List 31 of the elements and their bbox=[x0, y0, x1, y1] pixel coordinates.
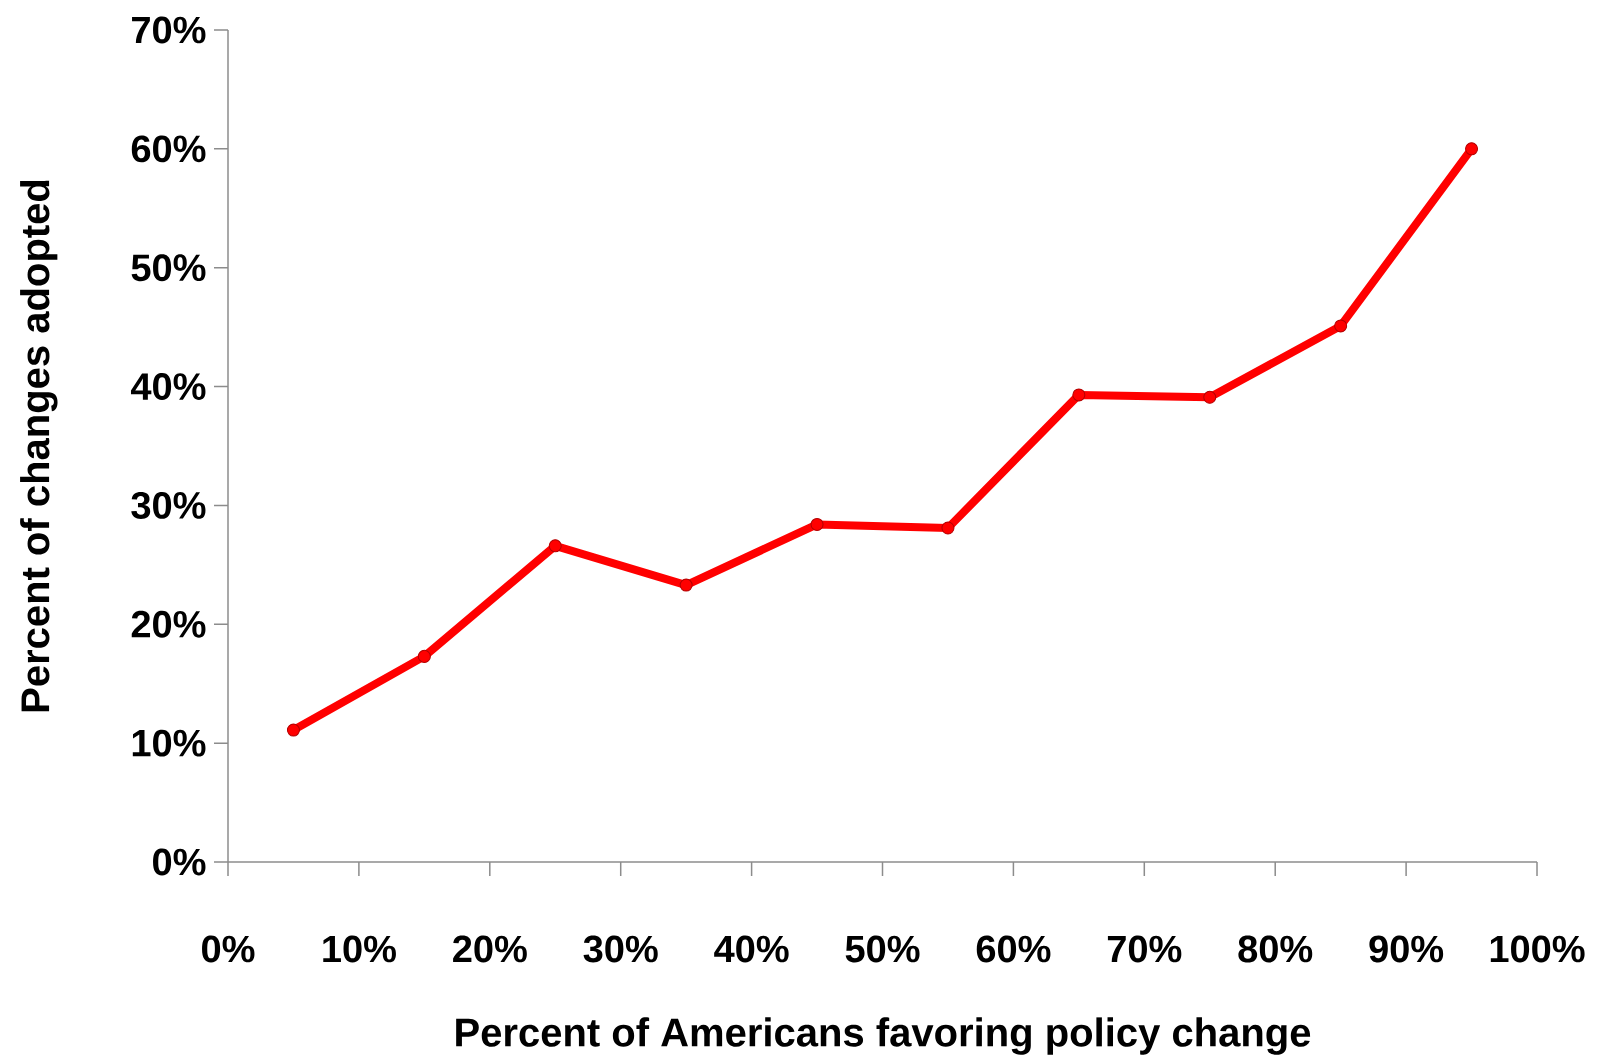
point bbox=[548, 539, 562, 553]
y-tick-label: 40% bbox=[130, 373, 206, 401]
y-tick-label: 60% bbox=[131, 135, 206, 163]
point bbox=[1072, 388, 1086, 402]
x-tick-label: 30% bbox=[583, 935, 658, 963]
point bbox=[286, 723, 300, 737]
y-tick-label: 30% bbox=[131, 491, 206, 519]
x-tick-label: 60% bbox=[976, 935, 1051, 963]
point bbox=[1465, 142, 1479, 156]
y-tick-label: 20% bbox=[131, 610, 206, 638]
y-axis-title: Percent of changes adopted bbox=[20, 180, 58, 712]
x-tick-label: 100% bbox=[1490, 935, 1585, 963]
point bbox=[941, 521, 955, 535]
x-tick-label: 90% bbox=[1369, 935, 1444, 963]
x-tick-label: 10% bbox=[323, 935, 396, 963]
x-axis-title: Percent of Americans favoring policy change bbox=[456, 1017, 1311, 1055]
point bbox=[1203, 390, 1217, 404]
x-tick-label: 20% bbox=[453, 935, 527, 963]
x-tick-label: 70% bbox=[1107, 935, 1182, 963]
y-tick-label: 0% bbox=[153, 848, 206, 876]
point bbox=[417, 649, 431, 663]
x-tick-label: 80% bbox=[1238, 935, 1313, 963]
point bbox=[1334, 319, 1348, 333]
point bbox=[679, 578, 693, 592]
x-tick-label: 50% bbox=[845, 935, 920, 963]
y-tick-label: 50% bbox=[131, 254, 206, 282]
point bbox=[810, 517, 824, 531]
x-tick-label: 40% bbox=[714, 935, 789, 963]
y-tick-label: 10% bbox=[132, 729, 206, 757]
y-tick-label: 70% bbox=[132, 16, 206, 44]
x-tick-label: 0% bbox=[202, 935, 255, 963]
